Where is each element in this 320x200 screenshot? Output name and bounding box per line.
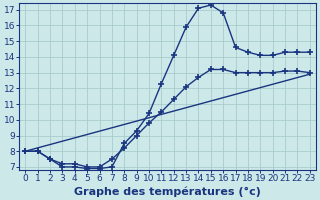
X-axis label: Graphe des températures (°c): Graphe des températures (°c) — [74, 186, 261, 197]
